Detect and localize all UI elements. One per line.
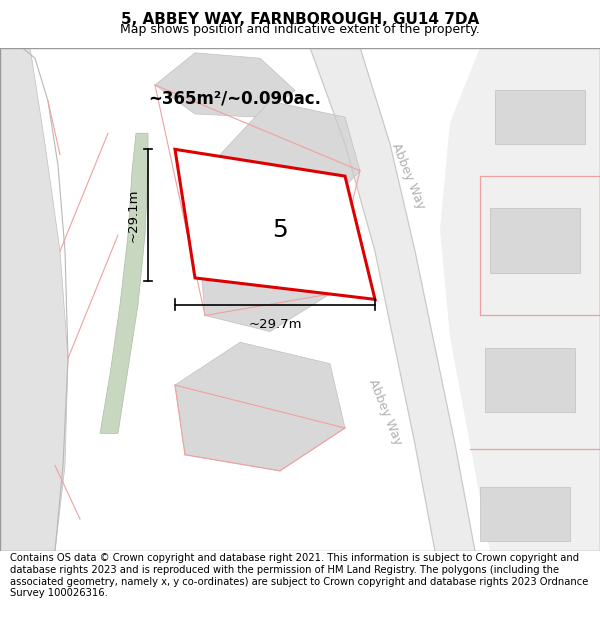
Polygon shape <box>310 48 475 551</box>
Text: Contains OS data © Crown copyright and database right 2021. This information is : Contains OS data © Crown copyright and d… <box>10 554 589 598</box>
Polygon shape <box>480 487 570 541</box>
Polygon shape <box>100 133 148 433</box>
Text: ~365m²/~0.090ac.: ~365m²/~0.090ac. <box>148 89 321 107</box>
Text: 5: 5 <box>272 217 288 242</box>
Polygon shape <box>200 219 330 331</box>
Polygon shape <box>175 149 375 299</box>
Polygon shape <box>485 348 575 412</box>
Text: Map shows position and indicative extent of the property.: Map shows position and indicative extent… <box>120 22 480 36</box>
Polygon shape <box>490 208 580 272</box>
Polygon shape <box>155 53 295 117</box>
Text: 5, ABBEY WAY, FARNBOROUGH, GU14 7DA: 5, ABBEY WAY, FARNBOROUGH, GU14 7DA <box>121 12 479 27</box>
Polygon shape <box>175 342 345 471</box>
Polygon shape <box>495 91 585 144</box>
Text: ~29.7m: ~29.7m <box>248 318 302 331</box>
Bar <box>0 48 600 551</box>
Text: Abbey Way: Abbey Way <box>389 141 427 211</box>
Polygon shape <box>220 101 360 224</box>
Text: ~29.1m: ~29.1m <box>127 189 140 242</box>
Polygon shape <box>0 48 68 551</box>
Text: Abbey Way: Abbey Way <box>366 377 404 447</box>
Polygon shape <box>440 48 600 551</box>
